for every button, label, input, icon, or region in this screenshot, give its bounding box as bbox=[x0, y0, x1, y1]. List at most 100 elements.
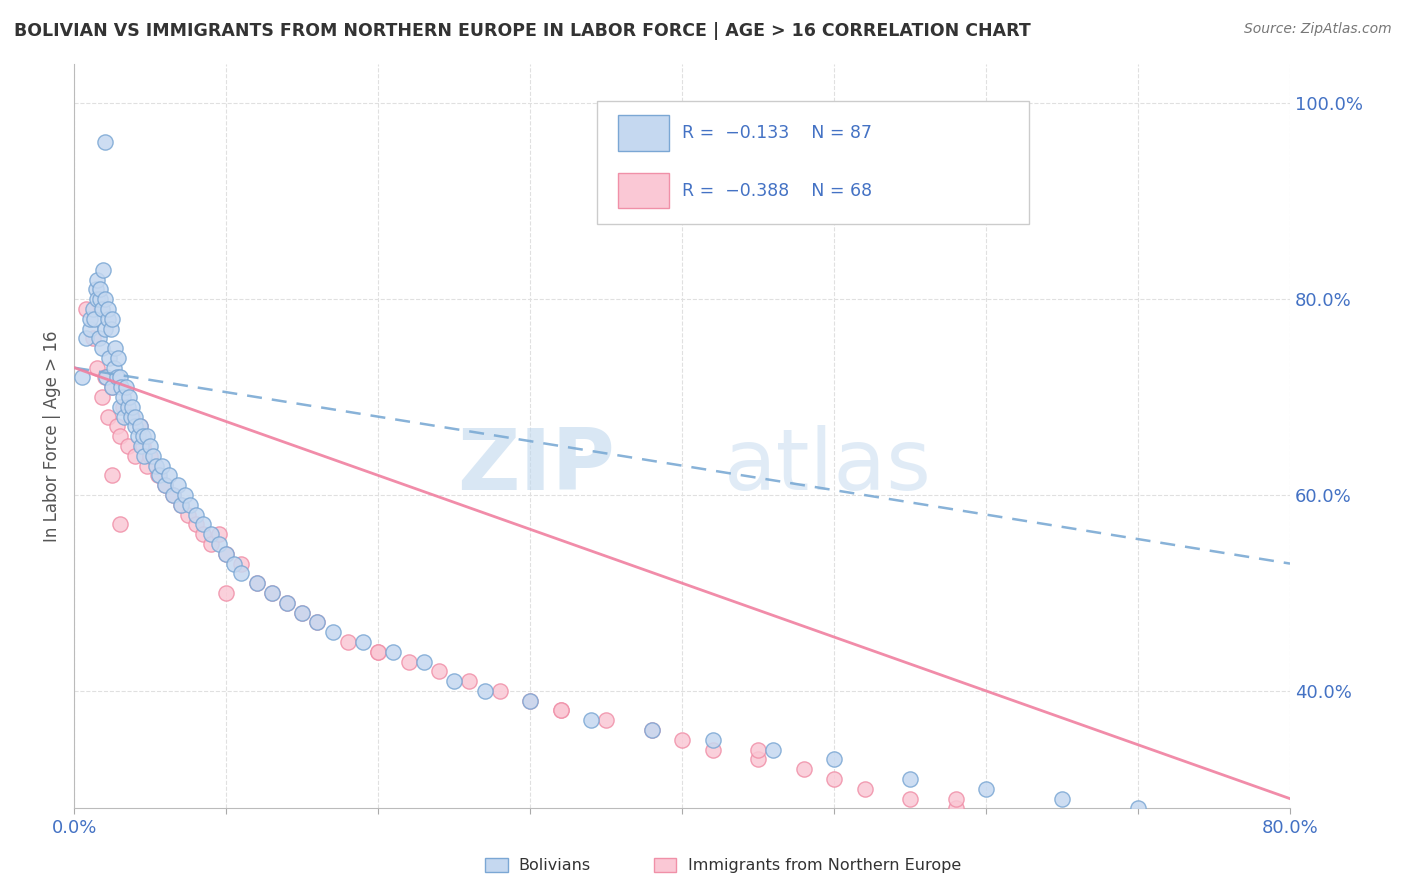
Point bbox=[1126, 850, 1149, 864]
Point bbox=[82, 331, 104, 345]
Point bbox=[86, 360, 108, 375]
Point bbox=[117, 439, 139, 453]
Point bbox=[93, 370, 115, 384]
Point bbox=[128, 419, 150, 434]
Point bbox=[179, 498, 201, 512]
Point bbox=[124, 449, 146, 463]
Text: ZIP: ZIP bbox=[457, 425, 616, 508]
Point bbox=[131, 429, 153, 443]
Point bbox=[427, 665, 450, 679]
Point bbox=[215, 547, 238, 561]
Point bbox=[157, 468, 180, 483]
Point bbox=[231, 566, 253, 581]
Point bbox=[519, 694, 541, 708]
Point bbox=[105, 419, 128, 434]
Point bbox=[86, 292, 108, 306]
Text: atlas: atlas bbox=[724, 425, 932, 508]
Point bbox=[124, 419, 146, 434]
Point bbox=[82, 301, 104, 316]
Point bbox=[103, 360, 125, 375]
Point bbox=[108, 517, 131, 532]
Text: Immigrants from Northern Europe: Immigrants from Northern Europe bbox=[688, 858, 960, 872]
Point bbox=[142, 449, 165, 463]
Point bbox=[1202, 870, 1225, 884]
Point bbox=[291, 606, 314, 620]
Text: Bolivians: Bolivians bbox=[519, 858, 591, 872]
Point bbox=[1126, 801, 1149, 815]
Y-axis label: In Labor Force | Age > 16: In Labor Force | Age > 16 bbox=[44, 331, 60, 542]
Point bbox=[550, 704, 572, 718]
Point bbox=[108, 400, 131, 414]
Text: Source: ZipAtlas.com: Source: ZipAtlas.com bbox=[1244, 22, 1392, 37]
Point bbox=[129, 439, 152, 453]
Point bbox=[97, 311, 120, 326]
Point bbox=[1097, 840, 1119, 855]
Point bbox=[170, 498, 193, 512]
Point bbox=[162, 488, 184, 502]
Point bbox=[96, 370, 118, 384]
Point bbox=[260, 586, 283, 600]
Point bbox=[97, 301, 120, 316]
Point bbox=[898, 791, 921, 805]
Point bbox=[111, 400, 134, 414]
Point bbox=[641, 723, 664, 737]
Point bbox=[823, 752, 845, 766]
Point bbox=[974, 811, 997, 825]
Point bbox=[184, 508, 207, 522]
Point bbox=[200, 527, 222, 541]
Point bbox=[398, 655, 420, 669]
Point bbox=[155, 478, 177, 492]
Point bbox=[114, 409, 136, 424]
Point bbox=[93, 321, 115, 335]
Point bbox=[474, 684, 496, 698]
Point bbox=[162, 488, 184, 502]
Point bbox=[86, 272, 108, 286]
Point bbox=[118, 390, 141, 404]
Point bbox=[136, 429, 159, 443]
Point bbox=[97, 409, 120, 424]
Point bbox=[139, 449, 162, 463]
Point bbox=[1050, 830, 1073, 845]
Point bbox=[107, 351, 129, 365]
Point bbox=[100, 321, 122, 335]
Point bbox=[108, 429, 131, 443]
Point bbox=[155, 478, 177, 492]
Point bbox=[166, 478, 188, 492]
Point bbox=[1249, 880, 1271, 892]
Point bbox=[90, 301, 112, 316]
Point bbox=[127, 429, 149, 443]
Point bbox=[76, 331, 98, 345]
Point bbox=[170, 498, 193, 512]
Point bbox=[139, 439, 162, 453]
Point bbox=[215, 547, 238, 561]
Point bbox=[87, 331, 110, 345]
Point bbox=[246, 576, 269, 591]
Point bbox=[488, 684, 510, 698]
Point bbox=[136, 458, 159, 473]
Point bbox=[105, 370, 128, 384]
Bar bbox=[617, 115, 669, 151]
Point bbox=[1050, 791, 1073, 805]
Point bbox=[108, 370, 131, 384]
Point bbox=[793, 762, 815, 776]
Point bbox=[215, 586, 238, 600]
Point bbox=[519, 694, 541, 708]
Point bbox=[208, 527, 231, 541]
Point bbox=[747, 752, 769, 766]
Point bbox=[128, 419, 150, 434]
Point bbox=[246, 576, 269, 591]
Point bbox=[352, 635, 374, 649]
Point bbox=[120, 409, 142, 424]
Point bbox=[84, 282, 107, 296]
Point bbox=[291, 606, 314, 620]
Point bbox=[184, 517, 207, 532]
Point bbox=[307, 615, 329, 630]
Point bbox=[152, 458, 174, 473]
Point bbox=[641, 723, 664, 737]
Point bbox=[974, 781, 997, 796]
Point bbox=[853, 781, 876, 796]
Point bbox=[747, 742, 769, 756]
Point bbox=[671, 732, 693, 747]
Point bbox=[174, 488, 197, 502]
Point bbox=[131, 439, 153, 453]
